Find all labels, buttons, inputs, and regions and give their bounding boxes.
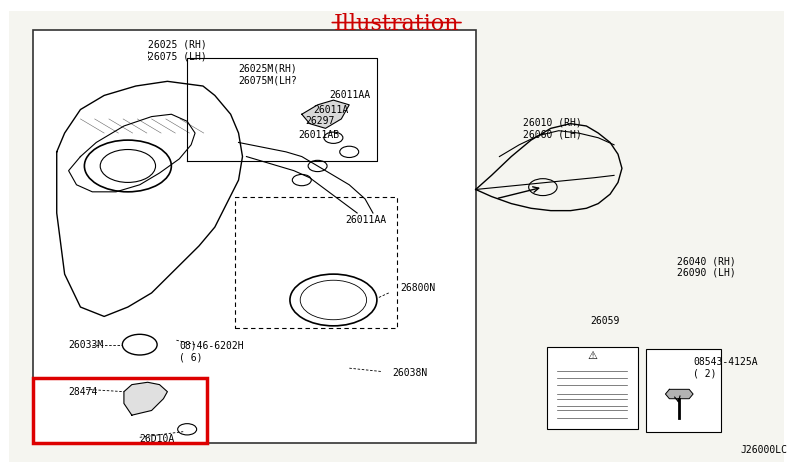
Text: 26011AA: 26011AA [346, 215, 386, 225]
Text: 26297: 26297 [306, 116, 335, 126]
Text: 26025 (RH)
26075 (LH): 26025 (RH) 26075 (LH) [148, 40, 206, 61]
Text: 08)46-6202H
( 6): 08)46-6202H ( 6) [179, 341, 244, 362]
Polygon shape [666, 389, 693, 399]
Text: 26038N: 26038N [393, 368, 428, 378]
Text: 26040 (RH)
26090 (LH): 26040 (RH) 26090 (LH) [678, 256, 736, 278]
Text: 26025M(RH)
26075M(LH?: 26025M(RH) 26075M(LH? [238, 63, 298, 85]
Text: 26011A: 26011A [314, 105, 349, 114]
Text: J26000LC: J26000LC [741, 446, 787, 455]
Text: ⚠: ⚠ [587, 351, 598, 361]
Bar [547, 347, 638, 429]
Polygon shape [302, 100, 350, 128]
Bar [33, 377, 207, 443]
Text: 26D10A: 26D10A [140, 434, 175, 444]
Text: 08543-4125A
( 2): 08543-4125A ( 2) [693, 358, 758, 379]
Text: 26059: 26059 [590, 316, 620, 326]
Bar [33, 30, 476, 443]
Polygon shape [124, 382, 167, 415]
Text: 26033M: 26033M [69, 340, 104, 350]
Text: 26800N: 26800N [401, 283, 436, 293]
Text: Illustration: Illustration [334, 13, 459, 35]
Text: 26011AA: 26011AA [330, 90, 370, 100]
Text: 26010 (RH)
26060 (LH): 26010 (RH) 26060 (LH) [523, 118, 582, 139]
Bar [646, 350, 721, 432]
Text: 26011AB: 26011AB [298, 131, 339, 140]
Text: 28474: 28474 [69, 386, 98, 397]
